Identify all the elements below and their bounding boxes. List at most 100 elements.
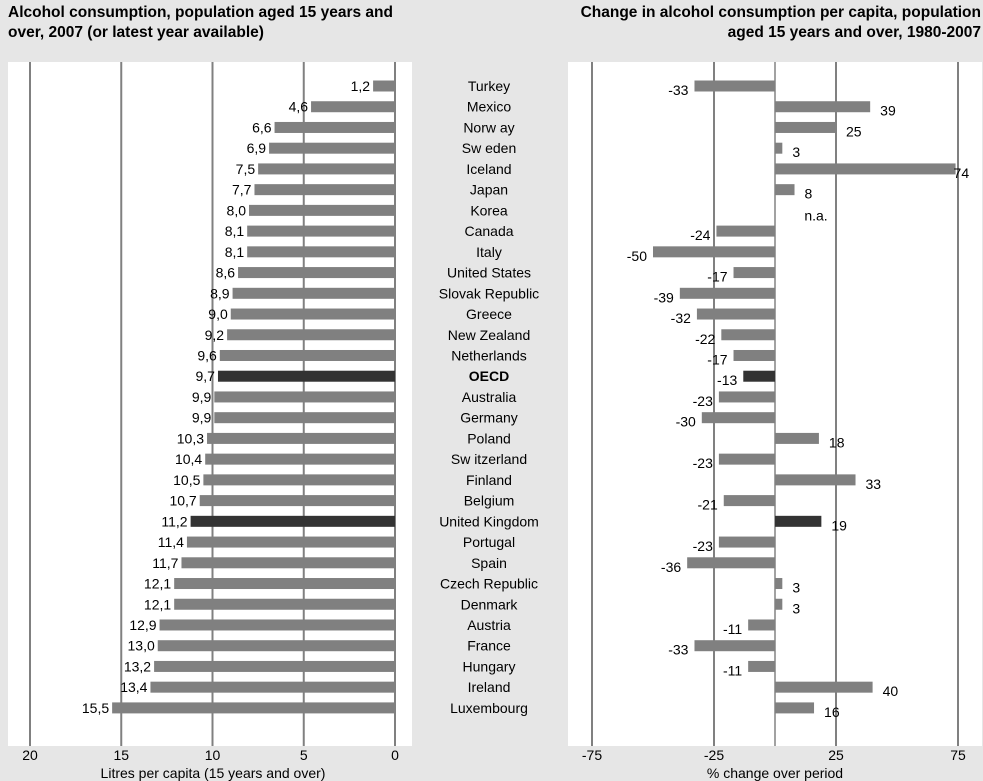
left-value-label: 9,9 <box>192 389 212 405</box>
right-value-label: 3 <box>792 600 800 616</box>
right-bar <box>743 370 775 382</box>
country-label: Hungary <box>463 658 516 674</box>
left-bar <box>174 598 395 610</box>
left-value-label: 7,5 <box>236 161 256 177</box>
left-bar <box>311 101 395 113</box>
right-value-label: 39 <box>880 103 896 119</box>
country-label: Czech Republic <box>440 576 538 592</box>
left-bar <box>373 80 395 92</box>
left-value-label: 15,5 <box>82 700 109 716</box>
left-value-label: 9,9 <box>192 410 212 426</box>
country-label: Italy <box>476 244 502 260</box>
right-value-label: 18 <box>829 434 845 450</box>
right-value-label: -50 <box>627 248 647 264</box>
country-label: Norw ay <box>463 119 514 135</box>
right-value-label: -39 <box>654 289 674 305</box>
right-value-label: -17 <box>707 269 727 285</box>
country-label: United Kingdom <box>439 513 539 529</box>
left-value-label: 8,6 <box>216 265 236 281</box>
country-label: Finland <box>466 472 512 488</box>
left-bar <box>186 536 395 548</box>
left-value-labels: 1,2 4,6 6,6 6,9 7,5 7,7 8,0 8,1 8,1 8,6 8,9 9,0 9,2 9… <box>82 78 370 716</box>
country-label: Mexico <box>467 99 512 115</box>
left-value-label: 12,1 <box>144 576 171 592</box>
left-bar <box>199 495 395 507</box>
right-x-tick: -75 <box>582 747 602 763</box>
left-x-tick-labels: 20 15 10 5 0 <box>22 747 399 763</box>
country-label: Turkey <box>468 78 510 94</box>
country-label: Sw eden <box>462 140 516 156</box>
right-x-tick: 25 <box>828 747 844 763</box>
right-bar <box>775 184 795 196</box>
left-bar <box>247 246 395 258</box>
left-value-label: 11,7 <box>152 555 178 571</box>
right-bar <box>775 598 783 610</box>
right-value-label: 74 <box>954 165 970 181</box>
right-bar <box>718 536 775 548</box>
right-bar <box>775 515 822 527</box>
left-value-label: 12,1 <box>144 596 171 612</box>
left-x-tick: 10 <box>205 747 221 763</box>
country-label: Sw itzerland <box>451 451 527 467</box>
right-value-label: -17 <box>707 351 727 367</box>
country-labels: Turkey Mexico Norw ay Sw eden Iceland Japan Ko… <box>439 78 539 716</box>
left-gridlines <box>29 62 396 746</box>
left-bar <box>214 412 395 424</box>
left-value-label: 12,9 <box>129 617 156 633</box>
left-value-label: 8,0 <box>227 202 247 218</box>
right-bar <box>723 495 775 507</box>
country-label: France <box>467 638 511 654</box>
left-value-label: 4,6 <box>289 99 309 115</box>
left-x-tick: 0 <box>391 747 399 763</box>
left-bar <box>217 370 395 382</box>
right-bars <box>653 80 956 714</box>
right-value-label: 19 <box>831 517 847 533</box>
country-label: Greece <box>466 306 512 322</box>
country-label: Ireland <box>468 679 511 695</box>
left-bar <box>230 308 395 320</box>
right-bar <box>775 121 836 133</box>
right-bar <box>775 702 815 714</box>
left-value-label: 13,4 <box>120 679 147 695</box>
right-bar <box>694 80 775 92</box>
left-x-tick: 5 <box>300 747 308 763</box>
right-value-label: 3 <box>792 580 800 596</box>
right-value-label: -32 <box>671 310 691 326</box>
country-label: Japan <box>470 182 508 198</box>
right-value-label: -11 <box>723 621 742 637</box>
right-x-tick-labels: -75 -25 25 75 <box>582 747 966 763</box>
right-bar <box>653 246 775 258</box>
country-label: Spain <box>471 555 507 571</box>
left-bar <box>154 660 395 672</box>
right-bar <box>718 453 775 465</box>
country-label: Poland <box>467 430 511 446</box>
right-value-label: -13 <box>717 372 737 388</box>
left-bar <box>157 640 395 652</box>
left-value-label: 8,1 <box>225 223 245 239</box>
left-value-label: 9,2 <box>205 327 225 343</box>
left-value-label: 13,2 <box>124 658 151 674</box>
left-bar <box>232 287 395 299</box>
country-label: Portugal <box>463 534 515 550</box>
country-label: Luxembourg <box>450 700 528 716</box>
right-value-label: 25 <box>846 123 862 139</box>
left-value-label: 8,1 <box>225 244 245 260</box>
right-bar <box>775 681 873 693</box>
country-label: Belgium <box>464 493 515 509</box>
right-value-label: -23 <box>693 538 713 554</box>
left-value-label: 11,2 <box>161 513 187 529</box>
right-bar <box>716 225 775 237</box>
right-bar <box>733 349 775 361</box>
right-gridlines <box>591 62 959 746</box>
left-bars <box>112 80 395 714</box>
right-bar <box>687 557 775 569</box>
left-chart-title-line1: Alcohol consumption, population aged 15 … <box>8 4 393 21</box>
country-label: New Zealand <box>448 327 531 343</box>
left-chart-title-line2: over, 2007 (or latest year available) <box>8 24 264 41</box>
right-value-label: 3 <box>792 144 800 160</box>
right-x-axis-label: % change over period <box>707 765 843 781</box>
left-value-label: 10,5 <box>173 472 200 488</box>
left-bar <box>159 619 395 631</box>
right-value-label: -22 <box>695 331 715 347</box>
